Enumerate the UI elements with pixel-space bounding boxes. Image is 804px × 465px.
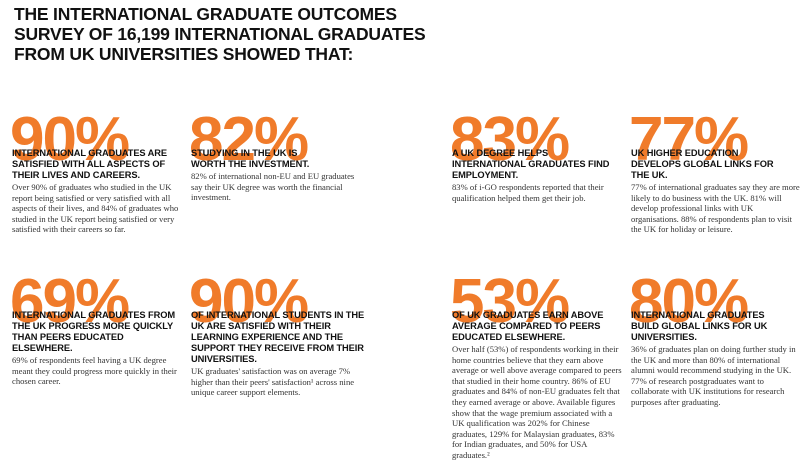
stat-percent: 82% <box>189 105 309 174</box>
stat-headline: INTERNATIONAL GRADUATES ARE SATISFIED WI… <box>12 148 168 180</box>
stat-global-links-universities: 80% INTERNATIONAL GRADUATES BUILD GLOBAL… <box>629 267 803 408</box>
stat-body: 82% of international non-EU and EU gradu… <box>191 171 355 203</box>
stat-worth-investment: 82% STUDYING IN THE UK IS WORTH THE INVE… <box>189 105 363 203</box>
stat-percent: 77% <box>629 105 749 174</box>
stat-employment: 83% A UK DEGREE HELPS INTERNATIONAL GRAD… <box>450 105 624 203</box>
stat-percent: 90% <box>189 267 309 336</box>
stat-life-satisfaction: 90% INTERNATIONAL GRADUATES ARE SATISFIE… <box>10 105 184 235</box>
page-title: THE INTERNATIONAL GRADUATE OUTCOMES SURV… <box>14 4 434 64</box>
stat-global-links-uk: 77% UK HIGHER EDUCATION DEVELOPS GLOBAL … <box>629 105 803 235</box>
stat-percent: 80% <box>629 267 749 336</box>
stat-body: UK graduates' satisfaction was on averag… <box>191 366 355 398</box>
stat-headline: INTERNATIONAL GRADUATES BUILD GLOBAL LIN… <box>631 310 768 342</box>
title-line-3: FROM UK UNIVERSITIES SHOWED THAT: <box>14 44 354 64</box>
stat-learning-satisfaction: 90% OF INTERNATIONAL STUDENTS IN THE UK … <box>189 267 364 398</box>
stat-body: Over half (53%) of respondents working i… <box>452 344 622 460</box>
stat-body: 77% of international graduates say they … <box>631 182 800 235</box>
stat-earnings: 53% OF UK GRADUATES EARN ABOVE AVERAGE C… <box>450 267 624 461</box>
title-line-1: THE INTERNATIONAL GRADUATE OUTCOMES <box>14 4 397 24</box>
title-line-2: SURVEY OF 16,199 INTERNATIONAL GRADUATES <box>14 24 426 44</box>
stat-percent: 53% <box>450 267 570 336</box>
stat-career-progress: 69% INTERNATIONAL GRADUATES FROM THE UK … <box>10 267 184 387</box>
stat-headline: STUDYING IN THE UK IS WORTH THE INVESTME… <box>191 148 310 169</box>
stat-headline: OF INTERNATIONAL STUDENTS IN THE UK ARE … <box>191 310 365 364</box>
stat-body: 83% of i-GO respondents reported that th… <box>452 182 604 203</box>
stat-headline: INTERNATIONAL GRADUATES FROM THE UK PROG… <box>12 310 175 353</box>
stat-headline: UK HIGHER EDUCATION DEVELOPS GLOBAL LINK… <box>631 148 774 180</box>
stat-body: 36% of graduates plan on doing further s… <box>631 344 796 407</box>
stat-percent: 90% <box>10 105 130 174</box>
stat-headline: OF UK GRADUATES EARN ABOVE AVERAGE COMPA… <box>452 310 604 342</box>
stat-body: 69% of respondents feel having a UK degr… <box>12 355 177 387</box>
stat-headline: A UK DEGREE HELPS INTERNATIONAL GRADUATE… <box>452 148 610 180</box>
stat-body: Over 90% of graduates who studied in the… <box>12 182 179 235</box>
stat-percent: 83% <box>450 105 570 174</box>
stat-percent: 69% <box>10 267 130 336</box>
